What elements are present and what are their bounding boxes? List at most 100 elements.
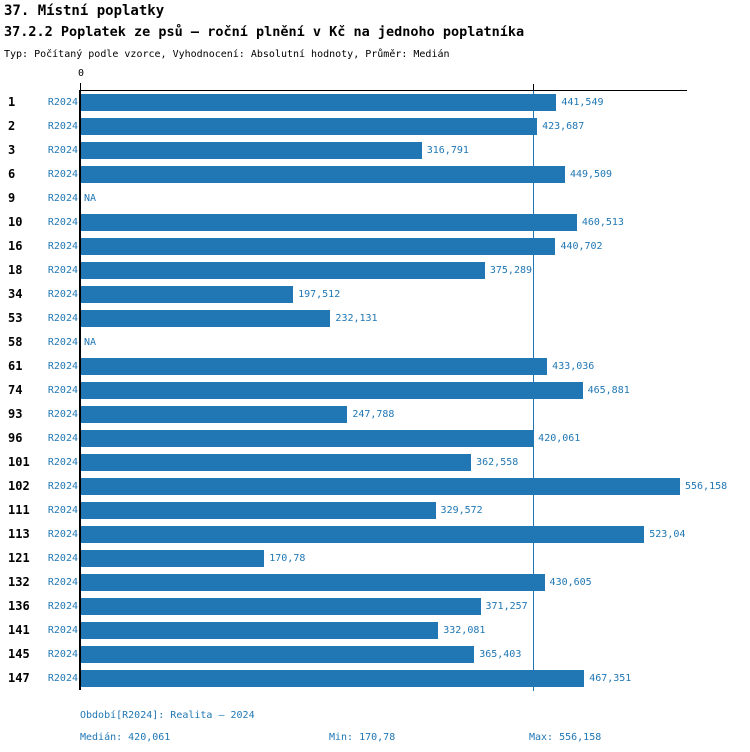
row-index-label: 6 bbox=[8, 166, 16, 181]
value-label: 430,605 bbox=[549, 576, 592, 588]
value-label: 460,513 bbox=[581, 216, 624, 228]
na-value-label: NA bbox=[84, 336, 97, 348]
row-index-label: 147 bbox=[8, 670, 30, 685]
chart-row: 10 R2024 460,513 bbox=[0, 213, 750, 231]
value-bar bbox=[81, 645, 475, 663]
value-label: 465,881 bbox=[587, 384, 630, 396]
value-bar bbox=[81, 309, 331, 327]
row-index-label: 2 bbox=[8, 118, 16, 133]
chart-row: 2 R2024 423,687 bbox=[0, 117, 750, 135]
value-label: 316,791 bbox=[426, 144, 469, 156]
row-index-label: 141 bbox=[8, 622, 30, 637]
value-label: 449,509 bbox=[569, 168, 613, 180]
footer-min: Min: 170,78 bbox=[329, 732, 396, 743]
value-bar bbox=[81, 597, 481, 615]
value-label: 523,04 bbox=[649, 528, 686, 540]
value-bar bbox=[81, 549, 265, 567]
footer-max: Max: 556,158 bbox=[529, 732, 602, 743]
row-index-label: 3 bbox=[8, 142, 16, 157]
value-label: 371,257 bbox=[485, 600, 528, 612]
series-label: R2024 bbox=[47, 96, 78, 108]
chart-row: 132 R2024 430,605 bbox=[0, 573, 750, 591]
series-label: R2024 bbox=[47, 648, 78, 660]
bar-chart-plot-area: 1 R2024 441,549 2 R2024 423,687 3 R2024 316,791 6… bbox=[0, 83, 750, 692]
series-label: R2024 bbox=[47, 672, 78, 684]
footer-period: Období[R2024]: Realita – 2024 bbox=[80, 710, 255, 721]
value-bar bbox=[81, 357, 548, 375]
series-label: R2024 bbox=[47, 360, 78, 372]
chart-row: 3 R2024 316,791 bbox=[0, 141, 750, 159]
chart-row: 101 R2024 362,558 bbox=[0, 453, 750, 471]
series-label: R2024 bbox=[47, 264, 78, 276]
value-label: 332,081 bbox=[443, 624, 486, 636]
series-label: R2024 bbox=[47, 168, 78, 180]
chart-row: 6 R2024 449,509 bbox=[0, 165, 750, 183]
series-label: R2024 bbox=[47, 336, 78, 348]
row-index-label: 93 bbox=[8, 406, 23, 421]
median-tick bbox=[533, 84, 534, 90]
value-bar bbox=[81, 237, 556, 255]
series-label: R2024 bbox=[47, 408, 78, 420]
row-index-label: 96 bbox=[8, 430, 23, 445]
chart-row: 111 R2024 329,572 bbox=[0, 501, 750, 519]
chart-subtitle: 37.2.2 Poplatek ze psů – roční plnění v … bbox=[4, 24, 525, 40]
series-label: R2024 bbox=[47, 120, 78, 132]
row-index-label: 34 bbox=[8, 286, 23, 301]
value-label: 329,572 bbox=[440, 504, 483, 516]
series-label: R2024 bbox=[47, 216, 78, 228]
row-index-label: 53 bbox=[8, 310, 23, 325]
value-bar bbox=[81, 501, 436, 519]
value-bar bbox=[81, 429, 534, 447]
series-label: R2024 bbox=[47, 288, 78, 300]
row-index-label: 132 bbox=[8, 574, 30, 589]
value-label: 365,403 bbox=[479, 648, 522, 660]
x-axis-zero-tick-label: 0 bbox=[77, 68, 85, 79]
value-bar bbox=[81, 93, 557, 111]
chart-row: 34 R2024 197,512 bbox=[0, 285, 750, 303]
value-label: 170,78 bbox=[269, 552, 306, 564]
row-index-label: 102 bbox=[8, 478, 30, 493]
value-label: 441,549 bbox=[561, 96, 604, 108]
value-bar bbox=[81, 285, 294, 303]
series-label: R2024 bbox=[47, 528, 78, 540]
value-label: 247,788 bbox=[352, 408, 395, 420]
series-label: R2024 bbox=[47, 240, 78, 252]
chart-row: 58 R2024 NA bbox=[0, 334, 750, 351]
row-index-label: 74 bbox=[8, 382, 23, 397]
row-index-label: 61 bbox=[8, 358, 23, 373]
value-label: 232,131 bbox=[335, 312, 378, 324]
series-label: R2024 bbox=[47, 144, 78, 156]
row-index-label: 113 bbox=[8, 526, 30, 541]
chart-row: 147 R2024 467,351 bbox=[0, 669, 750, 687]
x-axis-line bbox=[80, 90, 687, 91]
series-label: R2024 bbox=[47, 192, 78, 204]
row-index-label: 1 bbox=[8, 94, 16, 109]
footer-median: Medián: 420,061 bbox=[80, 732, 171, 743]
chart-row: 74 R2024 465,881 bbox=[0, 381, 750, 399]
series-label: R2024 bbox=[47, 504, 78, 516]
series-label: R2024 bbox=[47, 384, 78, 396]
row-index-label: 9 bbox=[8, 190, 16, 205]
value-bar bbox=[81, 525, 645, 543]
value-label: 375,289 bbox=[489, 264, 533, 276]
value-bar bbox=[81, 117, 538, 135]
value-bar bbox=[81, 261, 485, 279]
row-index-label: 101 bbox=[8, 454, 30, 469]
row-index-label: 121 bbox=[8, 550, 30, 565]
value-bar bbox=[81, 165, 565, 183]
chart-row: 9 R2024 NA bbox=[0, 190, 750, 207]
chart-row: 93 R2024 247,788 bbox=[0, 405, 750, 423]
value-bar bbox=[81, 453, 472, 471]
chart-row: 113 R2024 523,04 bbox=[0, 525, 750, 543]
chart-row: 102 R2024 556,158 bbox=[0, 477, 750, 495]
series-label: R2024 bbox=[47, 624, 78, 636]
page-title: 37. Místní poplatky bbox=[4, 3, 165, 19]
value-bar bbox=[81, 213, 577, 231]
value-label: 423,687 bbox=[542, 120, 585, 132]
row-index-label: 145 bbox=[8, 646, 30, 661]
series-label: R2024 bbox=[47, 480, 78, 492]
series-label: R2024 bbox=[47, 312, 78, 324]
value-label: 197,512 bbox=[298, 288, 341, 300]
chart-row: 61 R2024 433,036 bbox=[0, 357, 750, 375]
